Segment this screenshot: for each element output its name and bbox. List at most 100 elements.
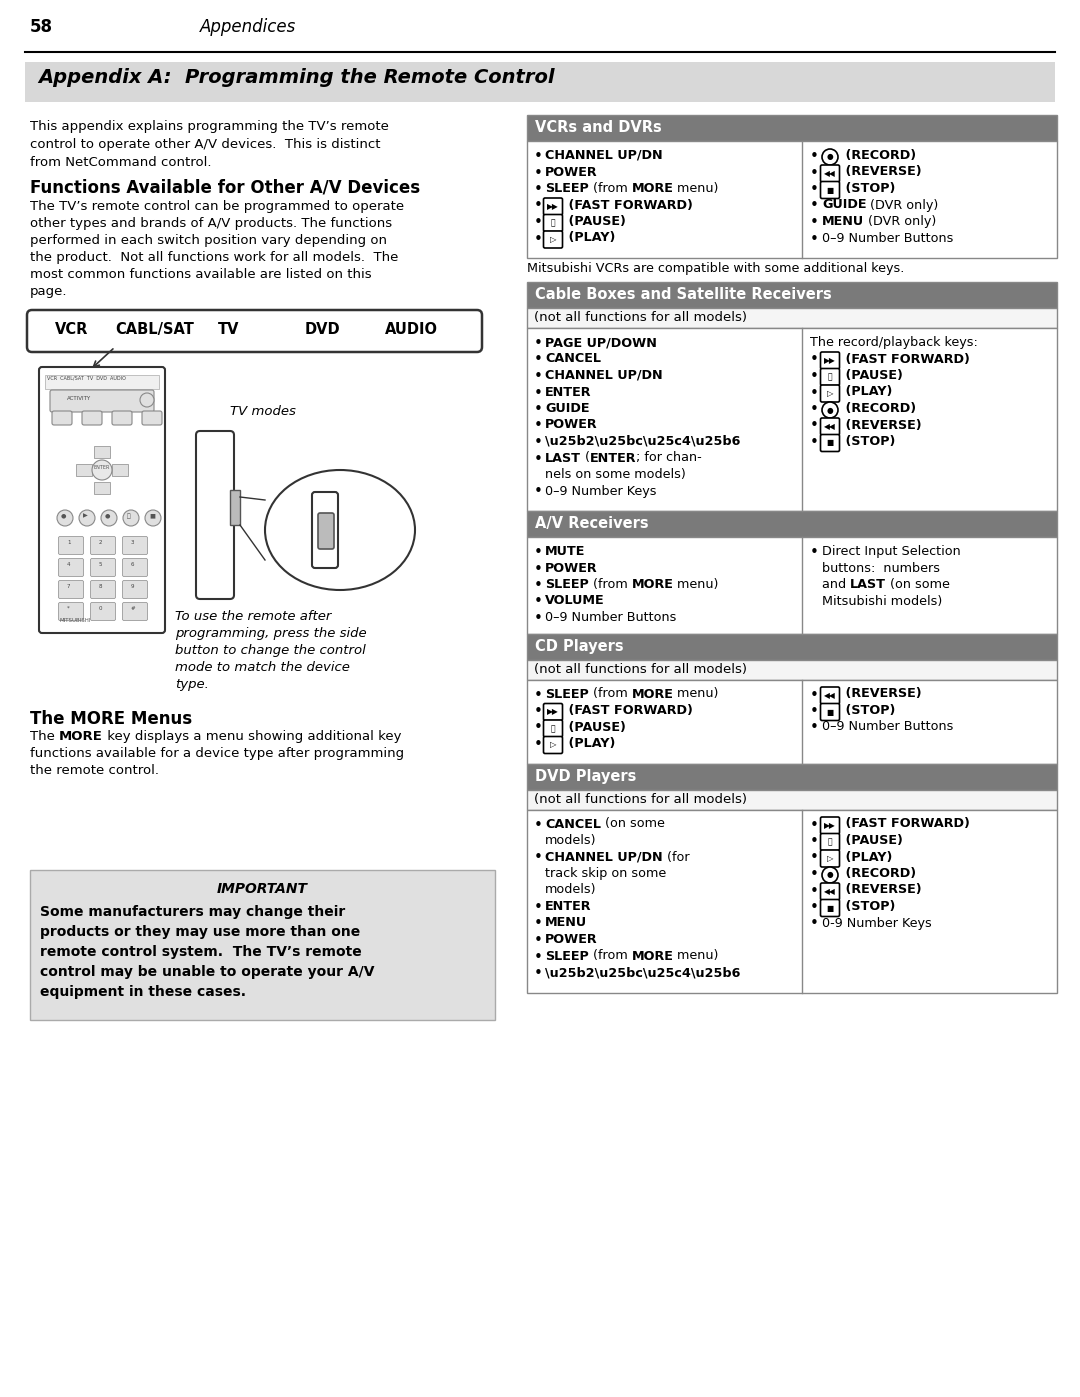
- Text: A/V Receivers: A/V Receivers: [535, 515, 649, 531]
- Text: •: •: [534, 198, 543, 214]
- Text: VCR  CABL/SAT  TV  DVD  AUDIO: VCR CABL/SAT TV DVD AUDIO: [48, 376, 126, 381]
- FancyBboxPatch shape: [543, 704, 563, 721]
- Text: SLEEP: SLEEP: [545, 687, 589, 700]
- FancyBboxPatch shape: [821, 834, 839, 851]
- Text: \u25b2\u25bc\u25c4\u25b6: \u25b2\u25bc\u25c4\u25b6: [545, 434, 741, 448]
- FancyBboxPatch shape: [50, 390, 154, 412]
- Text: •: •: [810, 868, 819, 882]
- FancyBboxPatch shape: [821, 165, 839, 182]
- Bar: [527, 679, 1057, 764]
- Text: menu): menu): [673, 182, 719, 196]
- Text: ENTER: ENTER: [545, 900, 592, 914]
- FancyBboxPatch shape: [58, 581, 83, 598]
- Text: MORE: MORE: [632, 182, 673, 196]
- Bar: [527, 282, 1057, 307]
- Text: performed in each switch position vary depending on: performed in each switch position vary d…: [30, 235, 387, 247]
- Bar: [527, 307, 1057, 328]
- Text: •: •: [810, 149, 819, 163]
- Text: GUIDE: GUIDE: [545, 402, 590, 415]
- Text: GUIDE: GUIDE: [822, 198, 866, 211]
- Text: •: •: [534, 352, 543, 367]
- FancyBboxPatch shape: [543, 198, 563, 215]
- Text: •: •: [534, 687, 543, 703]
- Text: •: •: [534, 578, 543, 592]
- FancyBboxPatch shape: [141, 411, 162, 425]
- Text: •: •: [534, 965, 543, 981]
- Text: products or they may use more than one: products or they may use more than one: [40, 925, 361, 939]
- Text: •: •: [534, 485, 543, 500]
- Text: ⏸: ⏸: [827, 837, 833, 847]
- FancyBboxPatch shape: [821, 369, 839, 386]
- FancyBboxPatch shape: [821, 817, 839, 834]
- Text: ■: ■: [826, 439, 834, 447]
- Text: (REVERSE): (REVERSE): [841, 419, 921, 432]
- Text: (PLAY): (PLAY): [564, 232, 616, 244]
- FancyBboxPatch shape: [543, 231, 563, 249]
- Text: The TV’s remote control can be programmed to operate: The TV’s remote control can be programme…: [30, 200, 404, 212]
- Text: Some manufacturers may change their: Some manufacturers may change their: [40, 905, 346, 919]
- FancyBboxPatch shape: [195, 432, 234, 599]
- Text: ▶▶: ▶▶: [824, 821, 836, 830]
- Circle shape: [79, 510, 95, 527]
- Text: ▷: ▷: [550, 740, 556, 750]
- Text: •: •: [534, 851, 543, 866]
- Text: (PAUSE): (PAUSE): [564, 215, 626, 228]
- Text: ▷: ▷: [827, 854, 834, 863]
- FancyBboxPatch shape: [821, 386, 839, 402]
- FancyBboxPatch shape: [27, 310, 482, 352]
- Text: DVD Players: DVD Players: [535, 768, 636, 784]
- Text: CHANNEL UP/DN: CHANNEL UP/DN: [545, 149, 663, 162]
- Text: 0–9 Number Buttons: 0–9 Number Buttons: [822, 721, 954, 733]
- Text: VOLUME: VOLUME: [545, 595, 605, 608]
- Text: (PLAY): (PLAY): [841, 851, 892, 863]
- Text: (from: (from: [589, 687, 632, 700]
- Bar: [527, 789, 1057, 809]
- Text: POWER: POWER: [545, 933, 597, 946]
- Text: most common functions available are listed on this: most common functions available are list…: [30, 268, 372, 281]
- Circle shape: [57, 510, 73, 527]
- Ellipse shape: [265, 469, 415, 590]
- Text: •: •: [534, 386, 543, 401]
- Text: ■: ■: [149, 513, 154, 518]
- Text: (from: (from: [589, 578, 632, 591]
- Circle shape: [102, 510, 117, 527]
- Text: •: •: [534, 610, 543, 626]
- Text: Functions Available for Other A/V Devices: Functions Available for Other A/V Device…: [30, 177, 420, 196]
- Text: *: *: [67, 606, 70, 610]
- FancyBboxPatch shape: [821, 900, 839, 916]
- Text: •: •: [810, 916, 819, 932]
- Text: (PLAY): (PLAY): [841, 386, 892, 398]
- Circle shape: [822, 402, 838, 418]
- Text: #: #: [131, 606, 136, 610]
- Text: VCR: VCR: [55, 321, 89, 337]
- Text: 3: 3: [131, 541, 135, 545]
- Text: (DVR only): (DVR only): [864, 215, 936, 228]
- Text: POWER: POWER: [545, 165, 597, 179]
- Text: DVD: DVD: [305, 321, 340, 337]
- Text: (RECORD): (RECORD): [841, 149, 916, 162]
- Text: MITSUBISHI: MITSUBISHI: [60, 617, 92, 623]
- Text: ●: ●: [826, 405, 834, 415]
- Text: CHANNEL UP/DN: CHANNEL UP/DN: [545, 851, 663, 863]
- Text: The MORE Menus: The MORE Menus: [30, 710, 192, 728]
- Text: Appendix A:  Programming the Remote Control: Appendix A: Programming the Remote Contr…: [38, 68, 554, 87]
- Text: •: •: [534, 950, 543, 964]
- FancyBboxPatch shape: [39, 367, 165, 633]
- Text: •: •: [534, 149, 543, 163]
- Text: •: •: [810, 165, 819, 180]
- FancyBboxPatch shape: [821, 883, 839, 900]
- FancyBboxPatch shape: [58, 536, 83, 555]
- Text: models): models): [545, 883, 596, 897]
- Text: 1: 1: [67, 541, 70, 545]
- FancyBboxPatch shape: [821, 849, 839, 868]
- Text: POWER: POWER: [545, 419, 597, 432]
- Text: (RECORD): (RECORD): [841, 868, 916, 880]
- Bar: [112, 464, 129, 476]
- Text: CABL/SAT: CABL/SAT: [114, 321, 194, 337]
- Text: ; for chan-: ; for chan-: [636, 451, 702, 464]
- Bar: [527, 659, 1057, 679]
- Text: (FAST FORWARD): (FAST FORWARD): [564, 704, 693, 717]
- FancyBboxPatch shape: [52, 411, 72, 425]
- Text: (PAUSE): (PAUSE): [841, 834, 903, 847]
- Text: ENTER: ENTER: [94, 465, 110, 469]
